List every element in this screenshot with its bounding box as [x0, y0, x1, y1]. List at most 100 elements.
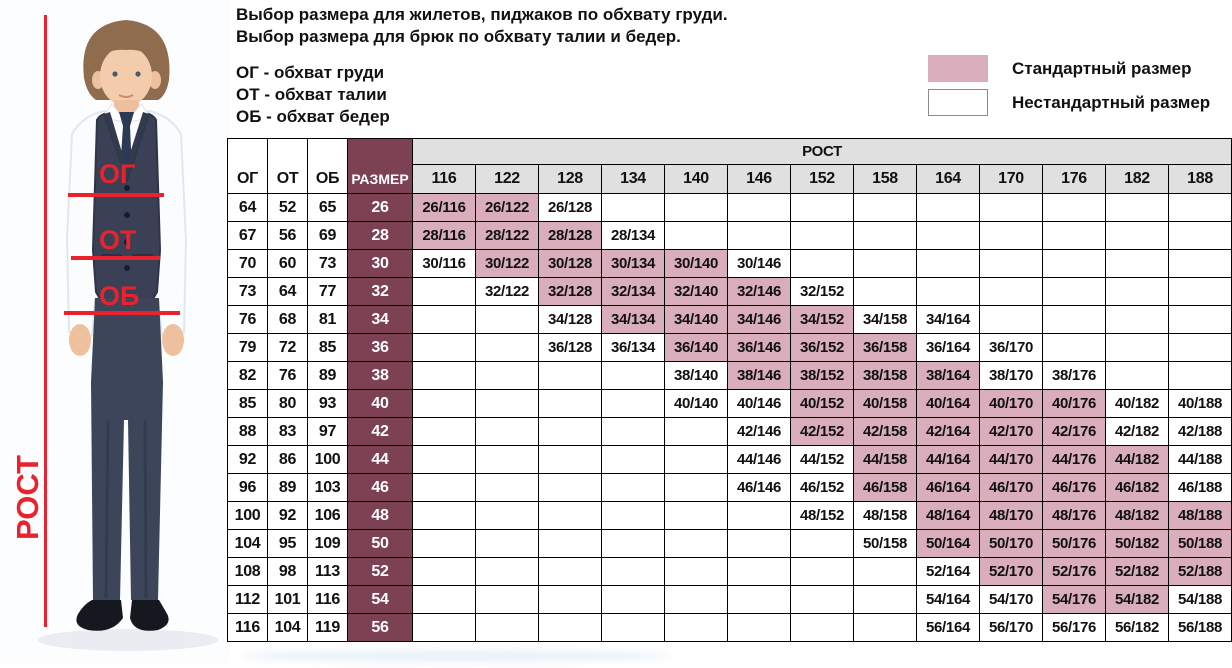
- cell-size-height-empty: [790, 557, 854, 586]
- cell-size-height-empty: [475, 613, 539, 642]
- cell-size-height-empty: [1167, 277, 1232, 306]
- cell-hips: 113: [307, 557, 348, 586]
- cell-size-height: 42/176: [1042, 417, 1106, 446]
- cell-chest: 76: [227, 305, 268, 334]
- cell-waist: 76: [267, 361, 308, 390]
- cell-size-height-empty: [916, 277, 980, 306]
- cell-size-height-empty: [1105, 361, 1169, 390]
- cell-size-height: 40/146: [727, 389, 791, 418]
- hand-right: [162, 324, 184, 356]
- cell-size-height: 42/158: [853, 417, 917, 446]
- cell-chest: 70: [227, 249, 268, 278]
- bottom-shadow: [240, 650, 670, 662]
- cell-size-height: 42/170: [979, 417, 1043, 446]
- cell-size-height-empty: [979, 193, 1043, 222]
- height-header: 176: [1042, 164, 1106, 194]
- cell-hips: 81: [307, 305, 348, 334]
- height-header: 188: [1167, 164, 1232, 194]
- table-row: 76 68 81 34 34/128 34/134 34/140 34/146 34/152 34…: [227, 305, 1232, 334]
- height-header: 152: [790, 164, 854, 194]
- cell-size-height-empty: [412, 445, 476, 474]
- cell-waist: 52: [267, 193, 308, 222]
- cell-size-height: 54/164: [916, 585, 980, 614]
- cell-waist: 80: [267, 389, 308, 418]
- cell-size-height: 36/164: [916, 333, 980, 362]
- vest-button: [124, 265, 130, 271]
- cell-waist: 68: [267, 305, 308, 334]
- cell-size-height: 48/188: [1167, 501, 1232, 530]
- pant-crease-left: [104, 419, 110, 599]
- cell-size: 42: [347, 417, 413, 446]
- height-header: 134: [601, 164, 665, 194]
- cell-waist: 104: [267, 613, 308, 642]
- shoe-left: [76, 600, 123, 631]
- cell-waist: 60: [267, 249, 308, 278]
- cell-size-height: 26/116: [412, 193, 476, 222]
- cell-size-height-empty: [412, 277, 476, 306]
- vest-lapel: [104, 112, 149, 180]
- cell-waist: 92: [267, 501, 308, 530]
- cell-size-height-empty: [1105, 333, 1169, 362]
- eye-left: [112, 71, 118, 77]
- height-header: 170: [979, 164, 1043, 194]
- boy-illustration: РОСТ ОГ ОТ ОБ: [0, 0, 230, 663]
- cell-size-height-empty: [412, 585, 476, 614]
- cell-size-height-empty: [790, 249, 854, 278]
- cell-size-height: 44/182: [1105, 445, 1169, 474]
- cell-size-height: 28/128: [538, 221, 602, 250]
- waist-line: [71, 256, 160, 260]
- cell-size-height-empty: [601, 417, 665, 446]
- standard-label: Стандартный размер: [1012, 58, 1192, 78]
- cell-size-height-empty: [664, 417, 728, 446]
- cell-waist: 98: [267, 557, 308, 586]
- cell-hips: 119: [307, 613, 348, 642]
- cell-size-height: 52/176: [1042, 557, 1106, 586]
- cell-size-height: 54/182: [1105, 585, 1169, 614]
- cell-size-height: 32/152: [790, 277, 854, 306]
- cell-size-height-empty: [790, 585, 854, 614]
- cell-size-height: 54/170: [979, 585, 1043, 614]
- cell-size-height: 52/188: [1167, 557, 1232, 586]
- cell-size-height-empty: [790, 221, 854, 250]
- cell-hips: 65: [307, 193, 348, 222]
- cell-chest: 64: [227, 193, 268, 222]
- cell-size-height: 48/182: [1105, 501, 1169, 530]
- cell-size-height: 46/152: [790, 473, 854, 502]
- hip-line: [64, 311, 180, 315]
- cell-size-height-empty: [412, 389, 476, 418]
- cell-size-height: 38/140: [664, 361, 728, 390]
- cell-size-height-empty: [475, 445, 539, 474]
- height-header: 116: [412, 164, 476, 194]
- abbreviations: ОГ - обхват груди ОТ - обхват талии ОБ -…: [236, 62, 390, 128]
- cell-size-height: 56/164: [916, 613, 980, 642]
- cell-size-height: 28/122: [475, 221, 539, 250]
- cell-size-height: 40/170: [979, 389, 1043, 418]
- legend-row-nonstandard: Нестандартный размер: [928, 89, 1210, 116]
- cell-size-height-empty: [1042, 249, 1106, 278]
- cell-size-height: 40/188: [1167, 389, 1232, 418]
- cell-hips: 100: [307, 445, 348, 474]
- cell-size-height: 56/188: [1167, 613, 1232, 642]
- cell-size-height-empty: [853, 221, 917, 250]
- cell-waist: 95: [267, 529, 308, 558]
- table-row: 82 76 89 38 38/140 38/146 38/152 38/158 38/164 38…: [227, 361, 1232, 390]
- cell-size-height: 40/140: [664, 389, 728, 418]
- vest-button: [124, 212, 130, 218]
- cell-size-height-empty: [853, 585, 917, 614]
- cell-size-height: 42/182: [1105, 417, 1169, 446]
- floor-shadow: [38, 629, 218, 651]
- cell-size-height: 30/134: [601, 249, 665, 278]
- size-table: ОГ ОТ ОБ РАЗМЕР РОСТ 116 122 128 134 140 146 152 158…: [227, 138, 1232, 642]
- cell-hips: 116: [307, 585, 348, 614]
- cell-size-height-empty: [1105, 277, 1169, 306]
- cell-size-height: 48/170: [979, 501, 1043, 530]
- table-row: 85 80 93 40 40/140 40/146 40/152 40/158 40/164 40…: [227, 389, 1232, 418]
- vest-button: [124, 239, 130, 245]
- nonstandard-label: Нестандартный размер: [1012, 92, 1211, 112]
- cell-size-height-empty: [664, 529, 728, 558]
- cell-size-height-empty: [538, 613, 602, 642]
- cell-chest: 67: [227, 221, 268, 250]
- cell-size-height-empty: [1105, 221, 1169, 250]
- cell-size-height: 50/188: [1167, 529, 1232, 558]
- cell-size: 36: [347, 333, 413, 362]
